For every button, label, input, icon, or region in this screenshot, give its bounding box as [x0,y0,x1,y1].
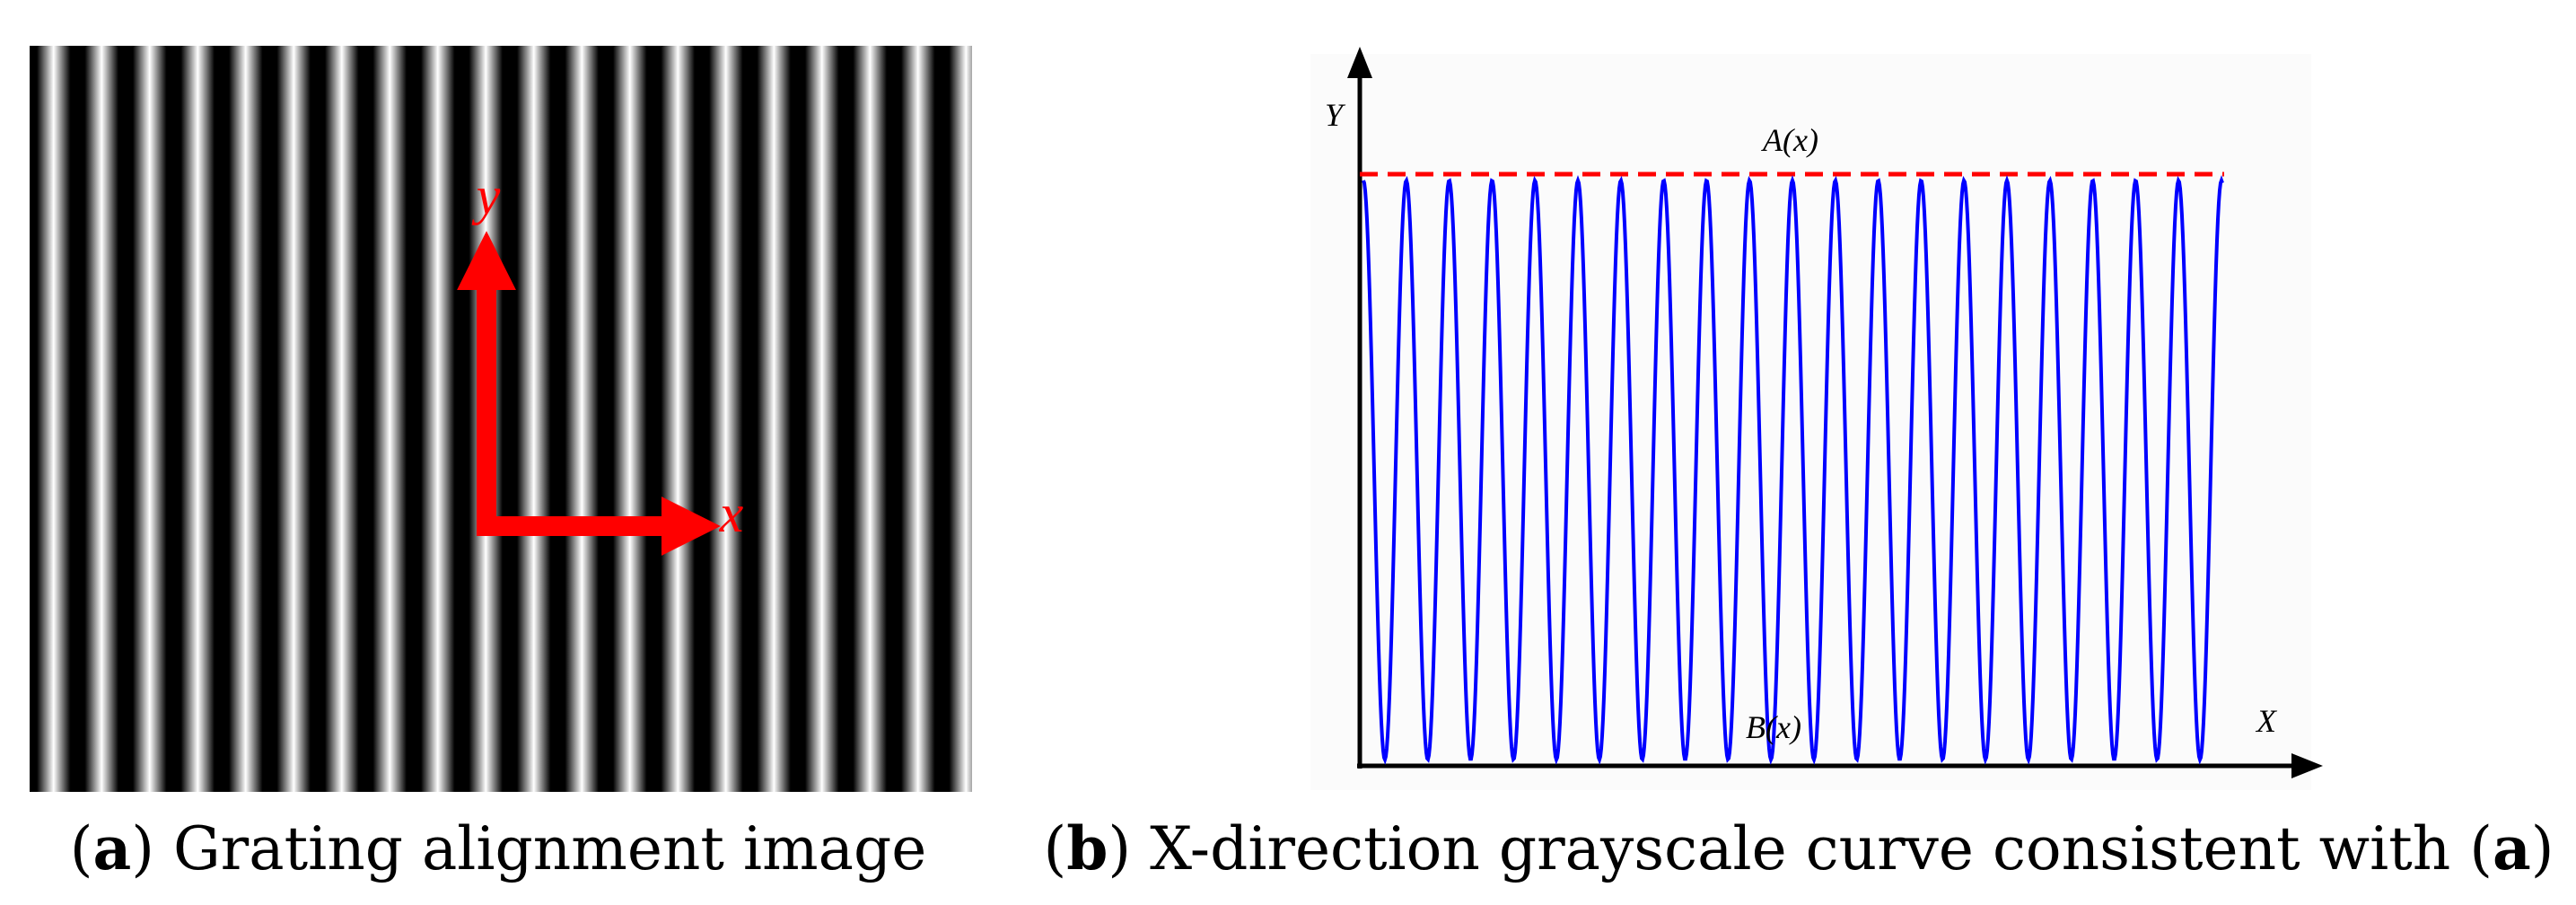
caption-part: a [2493,813,2531,883]
caption-part: ) Grating alignment image [131,814,926,883]
caption-part: ) [2531,814,2554,883]
panel-a: y x (a) Grating alignment image [30,46,972,883]
caption-part: ( [70,814,93,883]
caption-part: ) X-direction grayscale curve consistent… [1108,814,2493,883]
x-label: x [719,484,744,543]
panel-b: Y X A(x) B(x) (b) X-direction grayscale … [1044,47,2554,883]
caption-a: (a) Grating alignment image [70,813,927,883]
grating-image [30,46,972,792]
lower-label: B(x) [1746,709,1801,745]
caption-b: (b) X-direction grayscale curve consiste… [1044,813,2554,883]
grayscale-curve [1362,175,2224,765]
caption-part: a [92,813,131,883]
caption-part: ( [1044,814,1067,883]
caption-part: b [1066,813,1108,883]
x-label: X [2255,703,2278,739]
upper-label: A(x) [1761,122,1818,158]
y-label: Y [1325,97,1346,133]
y-label: y [471,166,501,225]
